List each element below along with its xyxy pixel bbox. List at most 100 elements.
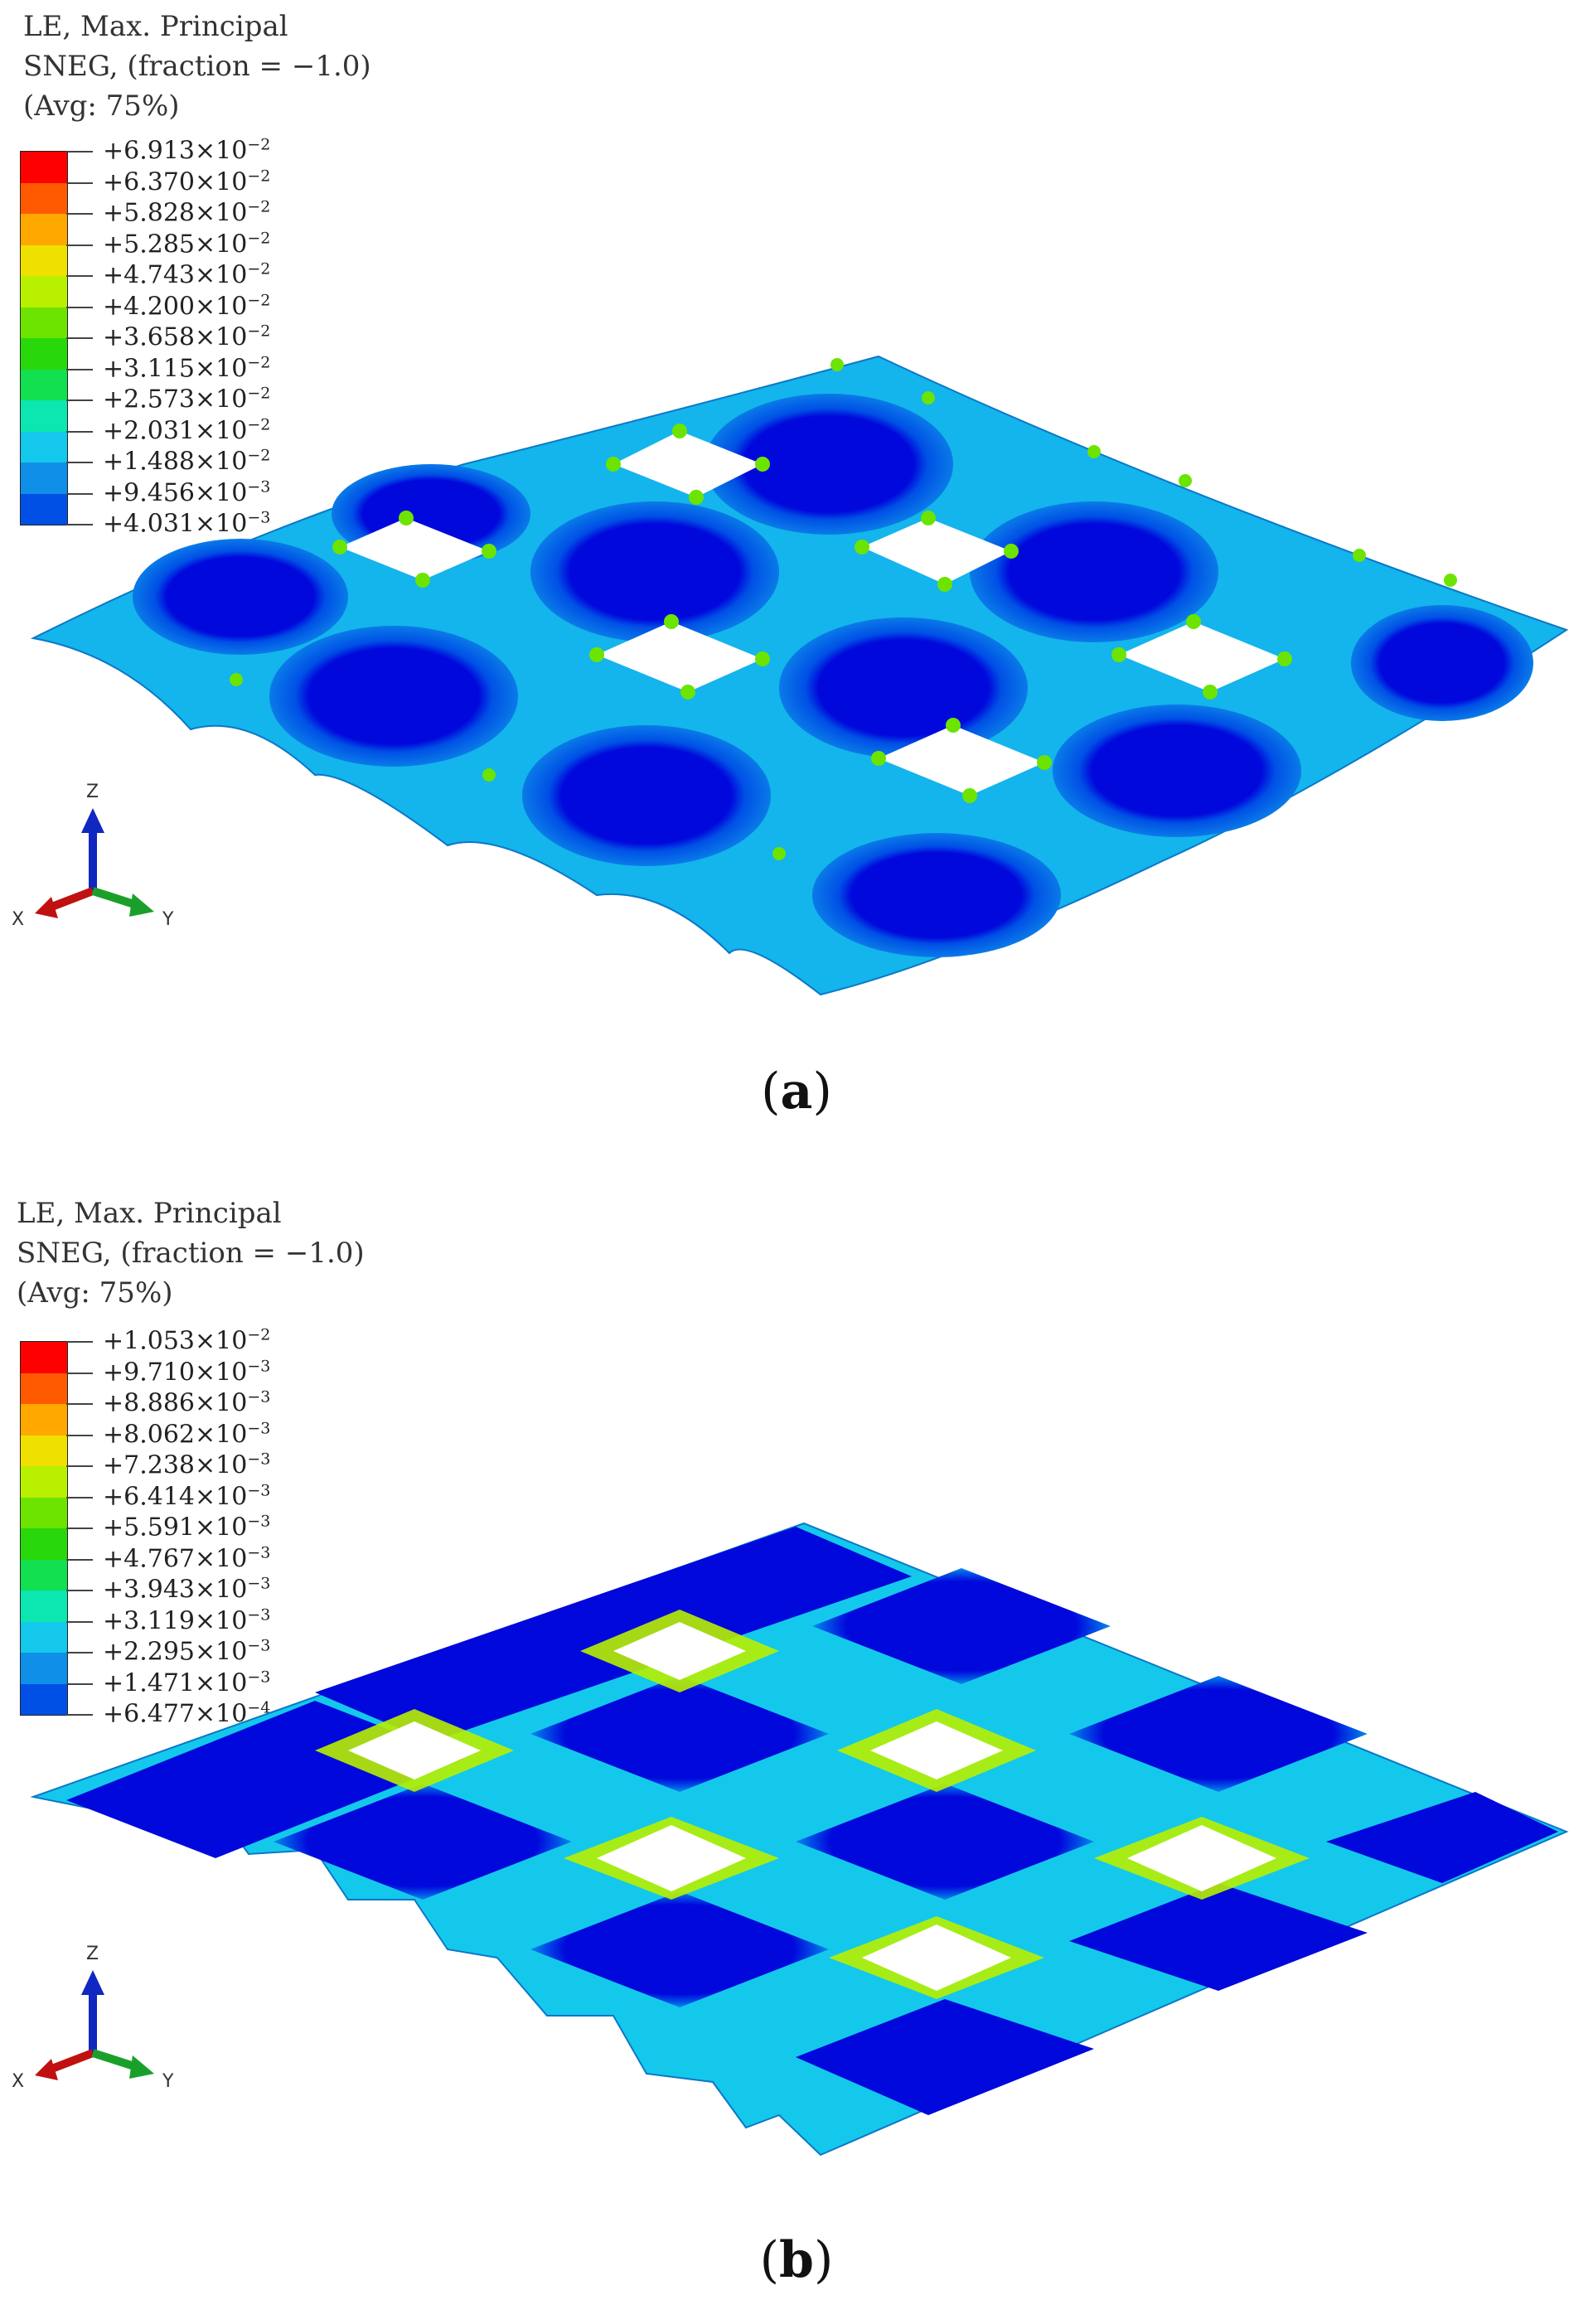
color-swatch: [21, 1435, 67, 1466]
legend-tick: [66, 213, 93, 215]
legend-value-mantissa: +5.591×10: [103, 1513, 248, 1542]
panel-b: LE, Max. Principal SNEG, (fraction = −1.…: [0, 1162, 1593, 2324]
color-swatch: [21, 1404, 67, 1436]
legend-value-exponent: −3: [247, 1512, 271, 1531]
axis-label-y: Y: [162, 2071, 174, 2092]
legend-value-label: +1.488×10−2: [103, 448, 270, 477]
legend-value-mantissa: +8.886×10: [103, 1388, 248, 1418]
legend-value-mantissa: +4.743×10: [103, 260, 248, 290]
legend-value-label: +5.285×10−2: [103, 230, 270, 259]
contour-plot: Z X Y: [12, 355, 1569, 996]
caption-letter: b: [779, 2231, 814, 2289]
legend-value-mantissa: +6.370×10: [103, 167, 248, 196]
legend-value-label: +4.031×10−3: [103, 510, 270, 539]
legend-value-label: +4.200×10−2: [103, 292, 270, 321]
legend-title-line-3: (Avg: 75%): [17, 1276, 173, 1310]
color-swatch: [21, 462, 67, 494]
color-swatch: [21, 431, 67, 462]
legend-value-label: +7.238×10−3: [103, 1451, 270, 1480]
legend-value-mantissa: +4.767×10: [103, 1544, 248, 1573]
legend-value-exponent: −3: [247, 1543, 271, 1561]
color-swatch: [21, 1683, 67, 1715]
legend-title-line-1: LE, Max. Principal: [23, 10, 288, 43]
legend-value-label: +8.886×10−3: [103, 1389, 270, 1418]
legend-value-exponent: −2: [247, 353, 271, 371]
legend-value-exponent: −2: [247, 167, 271, 185]
contour-color-bar: [20, 151, 68, 525]
legend-tick: [66, 368, 93, 370]
legend-value-mantissa: +2.031×10: [103, 416, 248, 445]
legend-value-mantissa: +1.471×10: [103, 1668, 248, 1697]
plate-surface-a: [30, 355, 1569, 996]
color-swatch: [21, 152, 67, 183]
legend-title-line-2: SNEG, (fraction = −1.0): [17, 1237, 365, 1270]
legend-value-label: +2.031×10−2: [103, 416, 270, 445]
color-swatch: [21, 1528, 67, 1560]
legend-value-mantissa: +9.710×10: [103, 1358, 248, 1387]
color-swatch: [21, 245, 67, 276]
legend-tick: [66, 1682, 93, 1685]
legend-value-label: +6.913×10−2: [103, 137, 270, 166]
legend-tick: [66, 462, 93, 463]
legend-value-mantissa: +1.053×10: [103, 1326, 248, 1356]
legend-value-exponent: −3: [247, 508, 271, 527]
legend-tick: [66, 337, 93, 339]
coordinate-triad-a: Z X Y: [12, 782, 174, 930]
axis-label-z: Z: [86, 1944, 99, 1964]
legend-value-label: +8.062×10−3: [103, 1420, 270, 1449]
legend-value-mantissa: +6.414×10: [103, 1482, 248, 1511]
legend-tick: [66, 1558, 93, 1561]
legend-value-exponent: −3: [247, 1668, 271, 1686]
color-swatch: [21, 1342, 67, 1373]
legend-value-label: +4.743×10−2: [103, 261, 270, 290]
legend-value-mantissa: +3.115×10: [103, 354, 248, 383]
legend-tick: [66, 524, 93, 525]
legend-title-line-1: LE, Max. Principal: [17, 1197, 282, 1230]
caption-letter: a: [780, 1063, 813, 1121]
legend-value-mantissa: +3.119×10: [103, 1606, 248, 1635]
legend-value-exponent: −2: [247, 384, 271, 403]
legend-value-label: +3.943×10−3: [103, 1576, 270, 1605]
color-swatch: [21, 338, 67, 370]
legend-value-exponent: −3: [247, 1450, 271, 1469]
legend-value-mantissa: +5.828×10: [103, 198, 248, 228]
legend-value-label: +5.591×10−3: [103, 1513, 270, 1542]
legend-value-exponent: −2: [247, 322, 271, 341]
legend-value-label: +1.471×10−3: [103, 1668, 270, 1697]
legend-value-exponent: −2: [247, 415, 271, 433]
contour-color-bar: [20, 1341, 68, 1716]
color-swatch: [21, 493, 67, 525]
legend-tick: [66, 306, 93, 308]
legend-value-exponent: −2: [247, 291, 271, 309]
legend-value-exponent: −4: [247, 1698, 271, 1717]
legend-value-mantissa: +2.295×10: [103, 1637, 248, 1667]
legend-value-label: +3.658×10−2: [103, 323, 270, 352]
legend-value-label: +6.414×10−3: [103, 1482, 270, 1511]
legend-tick: [66, 1341, 93, 1343]
legend-value-label: +4.767×10−3: [103, 1544, 270, 1573]
legend-value-label: +6.477×10−4: [103, 1700, 270, 1729]
color-swatch: [21, 1373, 67, 1404]
legend-value-label: +6.370×10−2: [103, 167, 270, 196]
legend-tick: [66, 1372, 93, 1374]
legend-value-exponent: −3: [247, 1387, 271, 1407]
legend-value-exponent: −2: [247, 197, 271, 216]
legend-tick: [66, 1590, 93, 1591]
legend-value-mantissa: +2.573×10: [103, 385, 248, 414]
color-swatch: [21, 1497, 67, 1528]
legend-tick: [66, 1652, 93, 1653]
legend-value-label: +3.115×10−2: [103, 354, 270, 383]
color-swatch: [21, 1621, 67, 1653]
coordinate-triad-b: Z X Y: [12, 1944, 174, 2092]
legend-value-exponent: −3: [247, 477, 271, 496]
legend-value-label: +9.456×10−3: [103, 478, 270, 507]
legend-tick: [66, 1620, 93, 1623]
axis-label-y: Y: [162, 909, 174, 930]
legend-title: LE, Max. Principal SNEG, (fraction = −1.…: [23, 7, 371, 126]
legend-value-mantissa: +5.285×10: [103, 230, 248, 259]
legend-value-exponent: −2: [247, 229, 271, 247]
legend-tick: [66, 399, 93, 401]
legend-value-exponent: −3: [247, 1605, 271, 1624]
legend-value-label: +3.119×10−3: [103, 1606, 270, 1635]
axis-label-x: X: [12, 2071, 24, 2092]
